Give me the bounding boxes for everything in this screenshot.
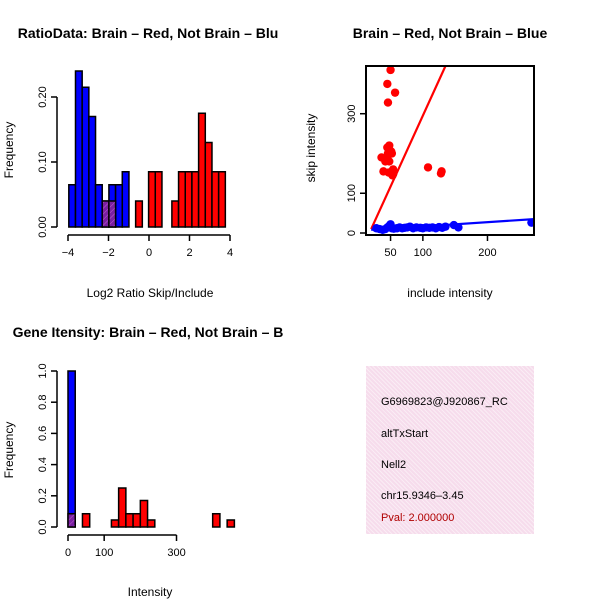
brain-bar-1 <box>81 512 91 528</box>
brain-bar-9 <box>226 519 236 528</box>
intensity-scatter: Brain – Red, Not Brain – Blue 50 100 200 0 1… <box>304 25 547 300</box>
y-tick-label-5: 1.0 <box>37 363 49 378</box>
scatter-x-tick-label-1: 100 <box>414 247 432 259</box>
y-tick-label-3: 0.6 <box>37 426 49 441</box>
not-brain-point-27 <box>454 223 463 232</box>
brain-bar-4 <box>125 512 134 528</box>
brain-bar-7 <box>184 171 193 228</box>
x-tick-label-1: −2 <box>102 247 115 259</box>
not-brain-bar-3 <box>88 115 97 228</box>
ratio-histogram-title: RatioData: Brain – Red, Not Brain – Blu <box>18 25 279 41</box>
gene-histogram-xlabel: Intensity <box>128 585 173 599</box>
scatter-y-tick-label-0: 0 <box>346 230 358 236</box>
brain-bar-8 <box>191 171 200 228</box>
scatter-x-tick-label-0: 50 <box>384 247 396 259</box>
x-tick-label-2: 300 <box>167 547 185 559</box>
y-tick-label-2: 0.4 <box>37 457 49 472</box>
y-tick-label-1: 0.10 <box>37 151 49 172</box>
brain-bar-5 <box>132 512 142 528</box>
y-tick-label-4: 0.8 <box>37 395 49 410</box>
gene-histogram-title: Gene Itensity: Brain – Red, Not Brain – … <box>13 324 284 340</box>
brain-bar-7 <box>146 519 156 528</box>
brain-bar-6 <box>139 499 149 528</box>
brain-bar-11 <box>211 171 220 228</box>
not-brain-bar-1 <box>74 70 83 228</box>
brain-point-11 <box>385 141 394 150</box>
gene-intensity-histogram: Gene Itensity: Brain – Red, Not Brain – … <box>2 324 283 599</box>
ratio-histogram: RatioData: Brain – Red, Not Brain – Blu … <box>2 25 278 300</box>
scatter-plot-box <box>365 65 535 236</box>
overlap-bar-0 <box>67 512 76 528</box>
scatter-y-tick-label-1: 100 <box>346 184 358 202</box>
brain-bar-2 <box>134 200 144 228</box>
not-brain-bar-2 <box>81 86 90 228</box>
brain-bar-12 <box>217 171 227 228</box>
y-tick-label-1: 0.2 <box>37 488 49 503</box>
y-tick-label-0: 0.00 <box>37 216 49 237</box>
event-id: G6969823@J920867_RC <box>381 396 508 408</box>
brain-bar-8 <box>211 512 221 528</box>
x-tick-label-3: 2 <box>186 247 192 259</box>
x-tick-label-4: 4 <box>227 247 233 259</box>
y-tick-label-0: 0.0 <box>37 519 49 534</box>
brain-point-20 <box>437 167 446 176</box>
scatter-x-tick-label-2: 200 <box>478 247 496 259</box>
scatter-y-tick-label-2: 300 <box>346 105 358 123</box>
brain-fit-line <box>370 66 447 230</box>
brain-bar-4 <box>154 171 163 228</box>
not-brain-bar-7 <box>114 184 124 228</box>
brain-bar-3 <box>147 171 157 228</box>
scatter-plot-area: 50 100 200 0 100 300 <box>346 65 535 259</box>
scatter-ylabel: skip intensity <box>304 114 318 183</box>
overlap-bar-1 <box>108 200 117 228</box>
not-brain-bar-8 <box>121 171 130 228</box>
scatter-title: Brain – Red, Not Brain – Blue <box>353 25 548 41</box>
gene-name: Nell2 <box>381 459 407 471</box>
brain-point-18 <box>423 163 433 172</box>
not-brain-bar-4 <box>94 184 103 228</box>
brain-bar-2 <box>110 519 120 528</box>
gene-histogram-ylabel: Frequency <box>2 422 16 479</box>
event-type: altTxStart <box>381 428 429 440</box>
overlap-bar-0 <box>101 200 110 228</box>
brain-point-3 <box>383 98 393 107</box>
brain-point-12 <box>387 149 397 158</box>
ratio-histogram-axes: −4 −2 0 2 4 0.00 0.10 0.20 <box>37 86 233 259</box>
brain-point-1 <box>383 79 392 89</box>
gene-histogram-axes: 0 100 300 0.0 0.2 0.4 0.6 0.8 1.0 <box>37 363 186 559</box>
x-tick-label-0: 0 <box>65 547 71 559</box>
brain-bar-3 <box>117 487 127 528</box>
x-tick-label-1: 100 <box>95 547 113 559</box>
scatter-marks <box>370 66 534 235</box>
not-brain-bar-0 <box>67 370 76 528</box>
not-brain-point-28 <box>527 218 534 227</box>
not-brain-fit-line <box>371 217 534 231</box>
genomic-location: chr15.9346–3.45 <box>381 490 464 502</box>
ratio-histogram-bars <box>68 70 227 228</box>
brain-point-0 <box>386 66 395 75</box>
y-tick-label-2: 0.20 <box>37 86 49 107</box>
brain-bar-5 <box>171 200 180 228</box>
brain-bar-6 <box>177 171 186 228</box>
ratio-histogram-xlabel: Log2 Ratio Skip/Include <box>87 286 214 300</box>
brain-bar-9 <box>197 112 207 228</box>
x-tick-label-0: −4 <box>62 247 75 259</box>
p-value: Pval: 2.000000 <box>381 512 455 524</box>
scatter-xlabel: include intensity <box>407 286 492 300</box>
brain-point-2 <box>390 88 400 97</box>
ratio-histogram-ylabel: Frequency <box>2 122 16 179</box>
event-info-panel: G6969823@J920867_RC altTxStart Nell2 chr… <box>366 366 534 534</box>
not-brain-bar-0 <box>68 184 77 228</box>
brain-bar-10 <box>204 141 213 228</box>
x-tick-label-2: 0 <box>146 247 152 259</box>
gene-histogram-bars <box>67 370 236 528</box>
